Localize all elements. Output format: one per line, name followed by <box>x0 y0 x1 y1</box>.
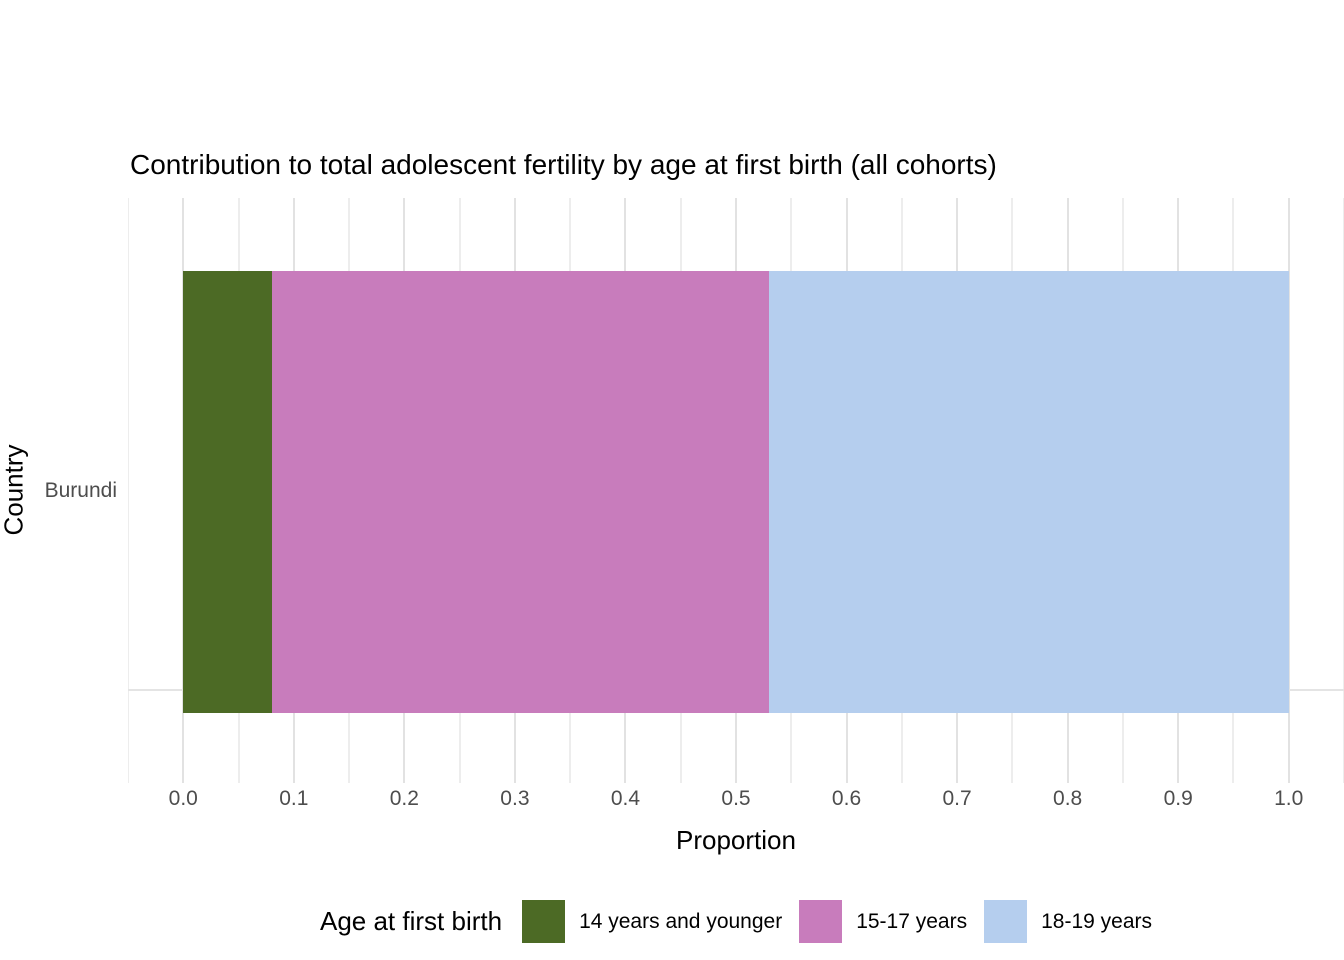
x-tick-label: 0.4 <box>610 787 641 810</box>
gridline-major <box>1287 198 1290 783</box>
x-tick-label: 0.8 <box>1053 787 1083 810</box>
legend-item: 14 years and younger <box>522 900 782 943</box>
legend-item: 15-17 years <box>799 900 967 943</box>
legend: Age at first birth 14 years and younger 1… <box>128 898 1344 945</box>
y-axis-tick-label: Burundi <box>44 479 117 502</box>
x-tick-label: 0.6 <box>831 787 862 810</box>
chart-title: Contribution to total adolescent fertili… <box>130 149 997 180</box>
x-tick-label: 0.3 <box>500 787 530 810</box>
x-axis-title: Proportion <box>676 825 796 855</box>
legend-label: 15-17 years <box>856 909 968 933</box>
x-tick-label: 0.2 <box>389 787 419 810</box>
x-tick-label: 0.5 <box>721 787 751 810</box>
legend-item: 18-19 years <box>984 900 1152 943</box>
x-tick-label: 0.1 <box>279 787 309 810</box>
bar-segment-15-17-years <box>271 271 770 713</box>
bar-segment-18-19-years <box>769 271 1289 713</box>
x-tick-label: 1.0 <box>1274 787 1304 810</box>
x-tick-label: 0.7 <box>942 787 972 810</box>
legend-label: 18-19 years <box>1041 909 1153 933</box>
legend-swatch <box>984 900 1028 943</box>
legend-title: Age at first birth <box>319 906 503 936</box>
y-axis-title: Country <box>0 444 29 536</box>
bar-segment-14-years-and-younger <box>183 271 272 713</box>
x-tick-label: 0.9 <box>1163 787 1193 810</box>
stacked-bar <box>183 271 1289 713</box>
x-axis-tick-labels: 0.0 0.1 0.2 0.3 0.4 0.5 0.6 0.7 0.8 0.9 1.0 <box>128 787 1344 813</box>
plot-panel <box>128 198 1344 783</box>
x-tick-label: 0.0 <box>168 787 198 810</box>
legend-swatch <box>799 900 843 943</box>
gridline-minor <box>128 198 129 783</box>
legend-swatch <box>522 900 566 943</box>
legend-label: 14 years and younger <box>579 909 783 933</box>
